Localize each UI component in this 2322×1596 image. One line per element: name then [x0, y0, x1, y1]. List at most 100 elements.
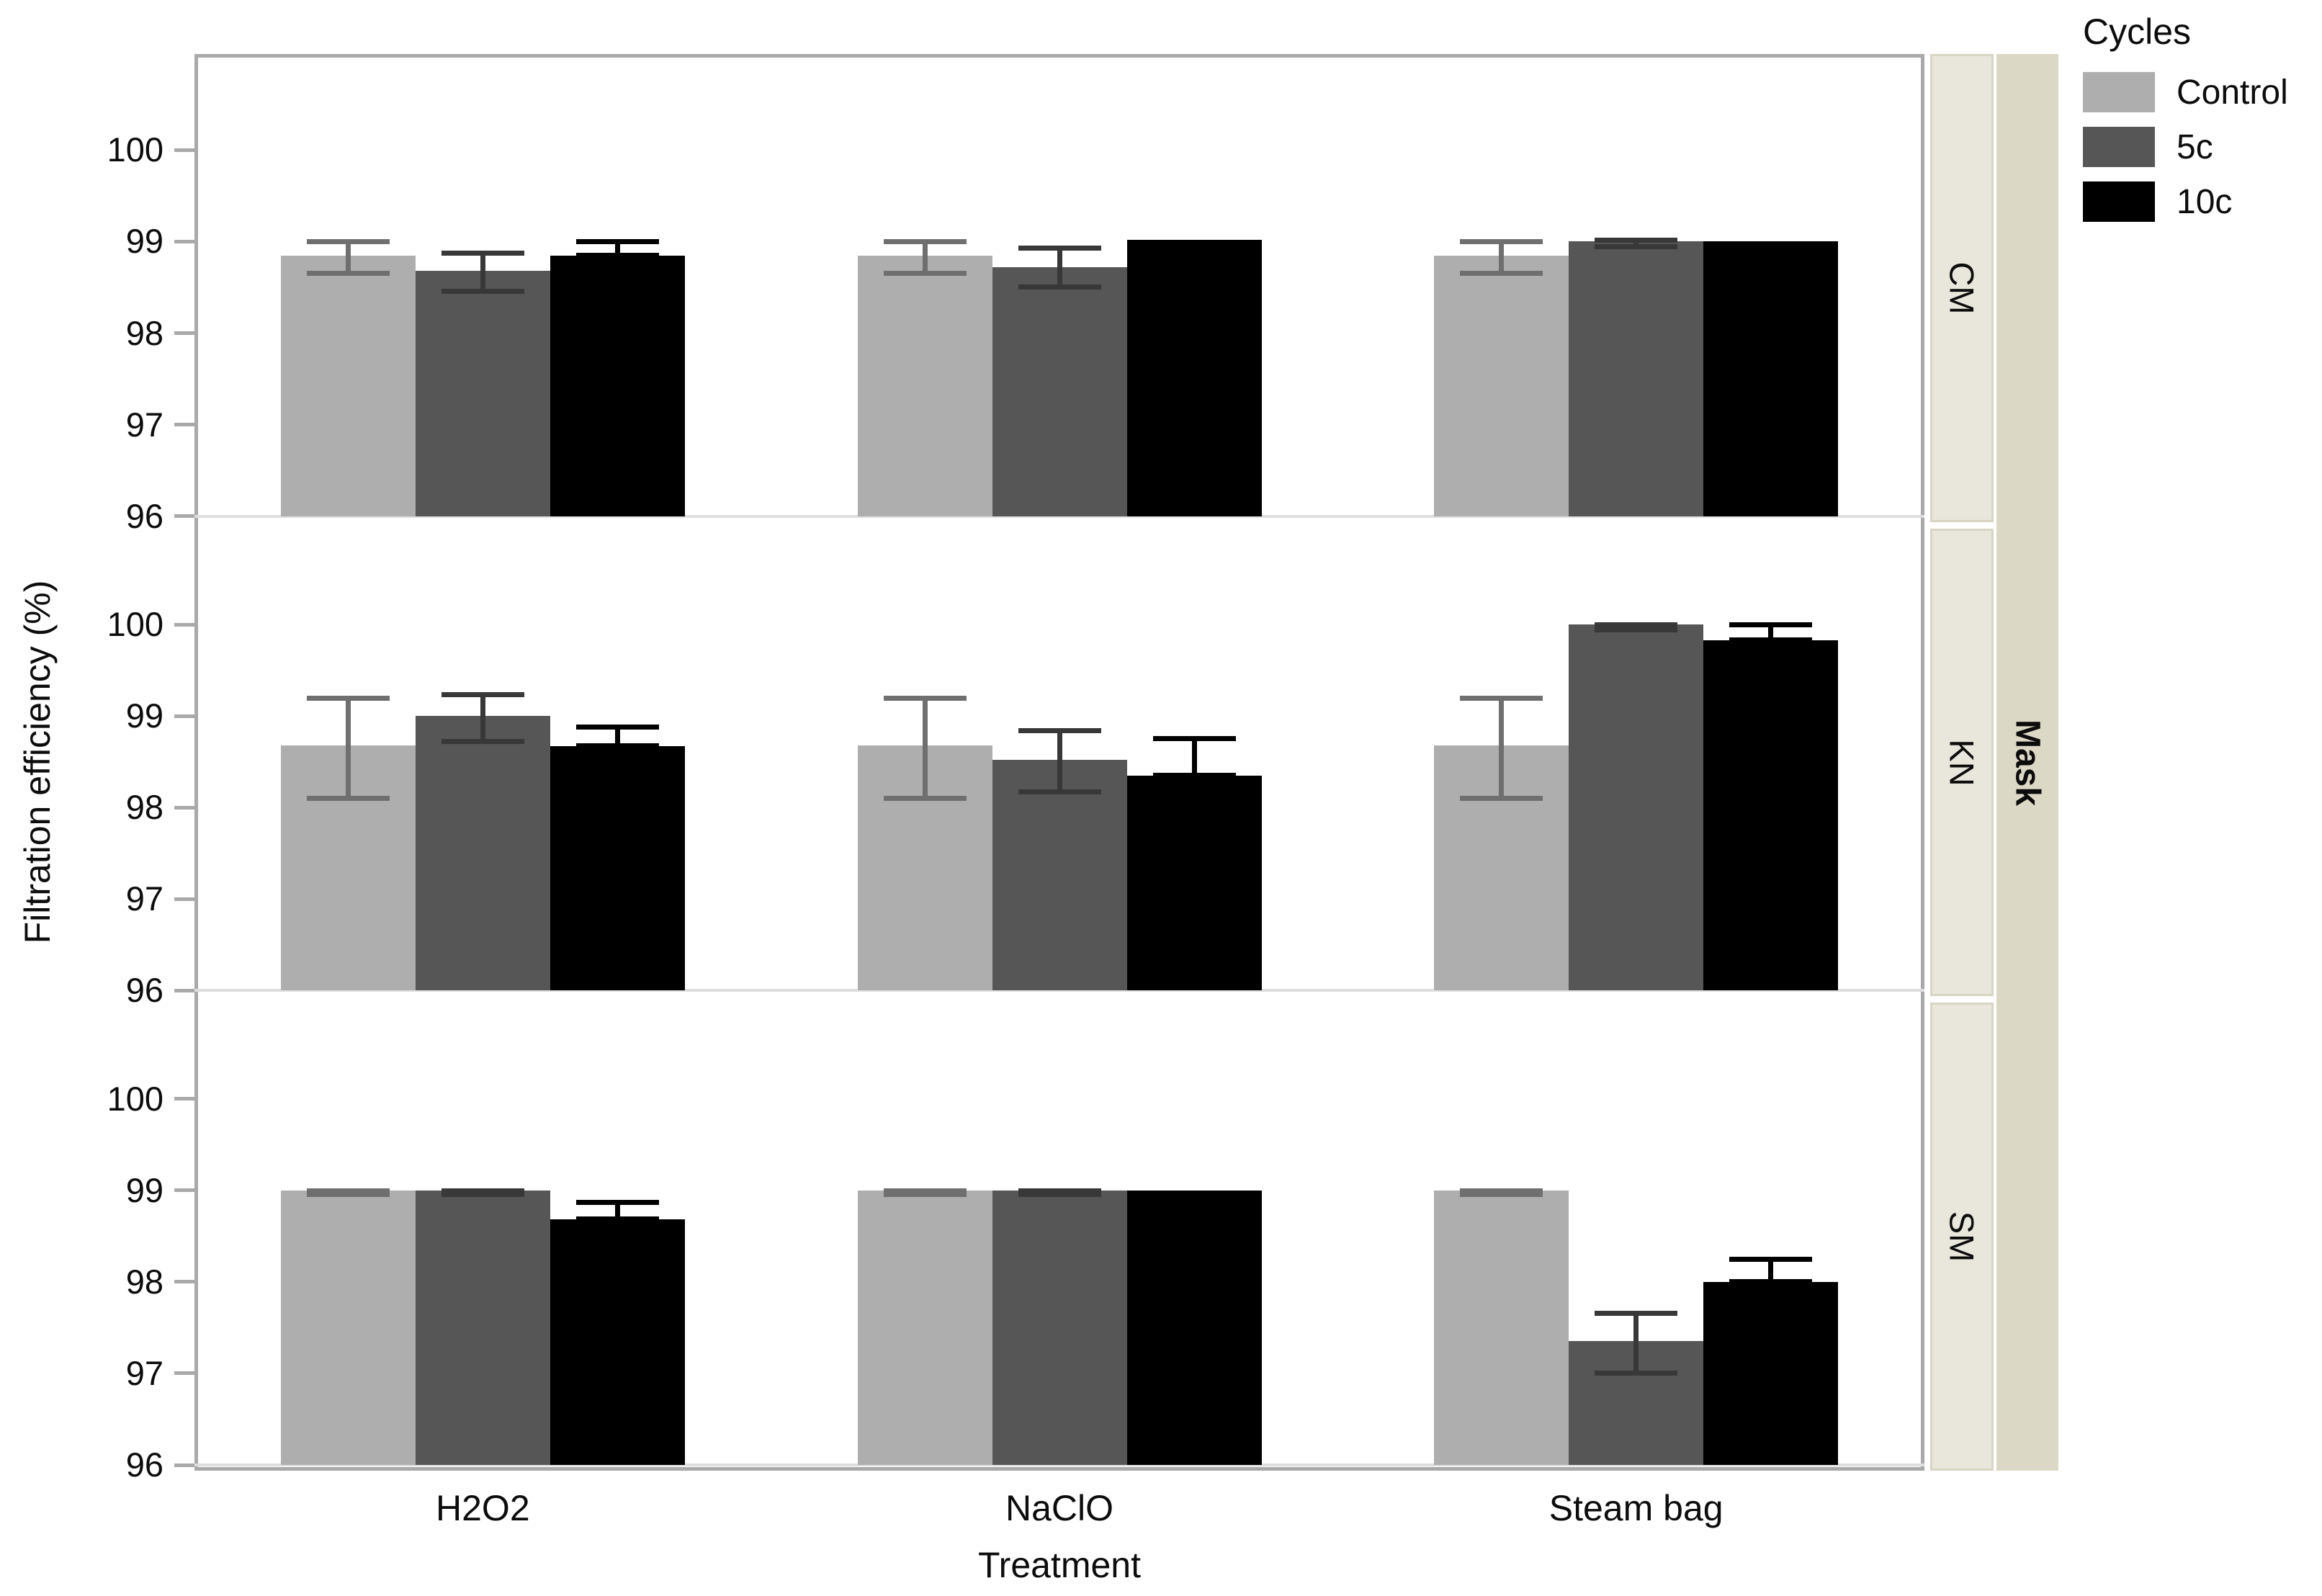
- error-bar-line: [922, 241, 928, 274]
- bar: [1126, 1190, 1262, 1465]
- y-tick-label: 97: [125, 879, 163, 918]
- error-bar-line: [1633, 239, 1639, 248]
- y-tick-mark: [174, 988, 194, 992]
- bar: [992, 1190, 1127, 1465]
- error-bar-line: [480, 694, 485, 742]
- bar: [1126, 775, 1262, 991]
- facet-strip-label: CM: [1942, 261, 1981, 315]
- legend-label-control: Control: [2177, 73, 2288, 112]
- error-bar-cap: [1018, 1188, 1101, 1193]
- error-bar-cap: [306, 1188, 390, 1193]
- bar: [1569, 624, 1704, 991]
- error-bar-cap: [1152, 735, 1236, 741]
- y-tick-mark: [174, 331, 194, 336]
- y-tick-label: 99: [125, 1170, 163, 1209]
- error-bar-line: [345, 241, 351, 274]
- bar: [415, 716, 550, 991]
- error-bar-cap: [1460, 239, 1543, 245]
- x-axis-title: Treatment: [977, 1545, 1142, 1585]
- facet-strip: [1930, 528, 1994, 997]
- error-bar-line: [1499, 697, 1505, 799]
- y-tick-label: 98: [125, 313, 163, 352]
- error-bar-cap: [1018, 246, 1101, 251]
- y-tick-mark: [174, 239, 194, 243]
- facet-strip-label: KN: [1942, 738, 1981, 786]
- error-bar-cap: [575, 743, 659, 749]
- error-bar-cap: [1018, 789, 1101, 794]
- error-bar-line: [1499, 241, 1505, 274]
- bar: [857, 255, 992, 516]
- bar: [1569, 241, 1704, 516]
- bar: [280, 255, 416, 516]
- facet-strip: [1930, 1003, 1994, 1471]
- y-tick-label: 96: [125, 1445, 163, 1484]
- facet-strip: [1930, 54, 1994, 522]
- error-bar-cap: [575, 239, 659, 245]
- error-bar-cap: [883, 239, 967, 245]
- error-bar-cap: [1460, 1192, 1543, 1198]
- bar: [992, 267, 1127, 516]
- error-bar-cap: [883, 1192, 967, 1198]
- error-bar-line: [1057, 730, 1062, 792]
- error-bar-cap: [883, 695, 967, 701]
- y-tick-label: 98: [125, 1262, 163, 1301]
- error-bar-cap: [306, 239, 390, 245]
- error-bar-cap: [575, 725, 659, 730]
- error-bar-line: [1768, 624, 1774, 640]
- y-tick-label: 100: [107, 1079, 163, 1118]
- y-tick-mark: [174, 1188, 194, 1193]
- error-bar-line: [480, 252, 485, 292]
- bar: [1703, 241, 1839, 516]
- error-bar-cap: [441, 738, 524, 744]
- error-bar-cap: [1460, 270, 1543, 276]
- error-bar-cap: [1729, 1278, 1813, 1284]
- error-bar-cap: [1595, 1311, 1678, 1317]
- y-tick-label: 96: [125, 496, 163, 535]
- y-tick-mark: [174, 714, 194, 718]
- legend: Cycles Control 5c 10c: [2083, 6, 2321, 222]
- legend-swatch-5c: [2083, 127, 2155, 167]
- error-bar-cap: [575, 252, 659, 258]
- error-bar-cap: [1595, 244, 1678, 250]
- error-bar-cap: [306, 270, 390, 276]
- y-tick-label: 96: [125, 971, 163, 1010]
- error-bar-cap: [575, 1200, 659, 1206]
- bar: [992, 760, 1127, 991]
- y-tick-label: 99: [125, 222, 163, 261]
- error-bar-cap: [306, 695, 390, 701]
- y-tick-mark: [174, 622, 194, 627]
- error-bar-cap: [1595, 1370, 1678, 1376]
- y-tick-mark: [174, 1097, 194, 1101]
- error-bar-cap: [306, 1192, 390, 1198]
- error-bar-line: [614, 1202, 620, 1220]
- bar: [1434, 1190, 1569, 1465]
- y-tick-label: 100: [107, 605, 163, 644]
- error-bar-line: [922, 697, 928, 799]
- bar: [1434, 255, 1569, 516]
- error-bar-cap: [883, 795, 967, 801]
- bar: [415, 1190, 550, 1465]
- error-bar-cap: [1729, 1257, 1813, 1263]
- facet-variable-strip: [1996, 54, 2058, 1471]
- error-bar-line: [1191, 738, 1197, 776]
- error-bar-line: [1768, 1259, 1774, 1282]
- bar: [550, 746, 685, 991]
- bar: [1703, 1281, 1839, 1465]
- error-bar-line: [614, 727, 620, 747]
- error-bar-line: [614, 241, 620, 256]
- legend-swatch-10c: [2083, 181, 2155, 222]
- x-category-label: Steam bag: [1548, 1488, 1723, 1528]
- legend-title: Cycles: [2083, 12, 2192, 52]
- x-category-label: NaClO: [1005, 1488, 1114, 1528]
- bar: [280, 1190, 416, 1465]
- legend-swatch-control: [2083, 72, 2155, 112]
- y-tick-mark: [174, 1280, 194, 1284]
- error-bar-cap: [883, 270, 967, 276]
- bar: [1126, 239, 1262, 516]
- error-bar-cap: [441, 1188, 524, 1193]
- error-bar-cap: [1595, 622, 1678, 628]
- y-tick-mark: [174, 148, 194, 152]
- facet-strip-label: SM: [1942, 1211, 1981, 1263]
- error-bar-cap: [1729, 622, 1813, 628]
